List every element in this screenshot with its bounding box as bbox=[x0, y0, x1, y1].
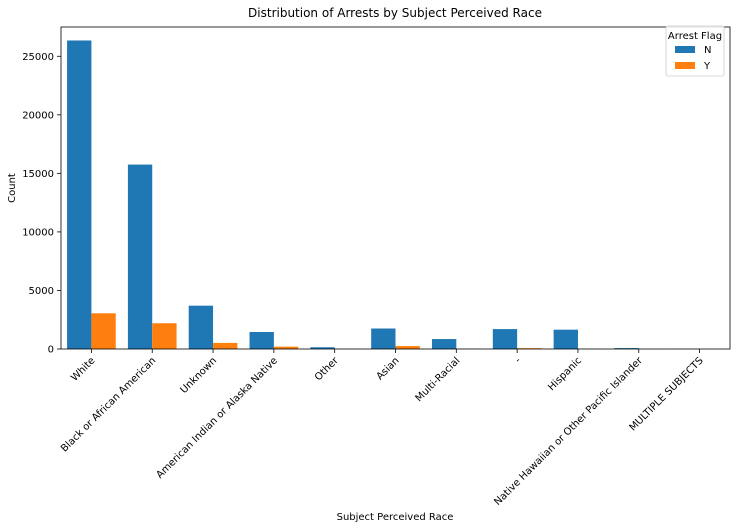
bar-N-5 bbox=[371, 328, 396, 349]
x-tick-label-6: Multi-Racial bbox=[414, 355, 463, 404]
x-tick-label-3: American Indian or Alaska Native bbox=[154, 355, 280, 481]
chart-title: Distribution of Arrests by Subject Perce… bbox=[248, 6, 542, 20]
x-tick-label-0: White bbox=[69, 355, 97, 383]
y-tick-label-3: 15000 bbox=[22, 169, 54, 180]
legend-label-N: N bbox=[704, 45, 711, 56]
y-axis-label: Count bbox=[7, 173, 18, 203]
x-tick-label-2: Unknown bbox=[179, 355, 220, 396]
bar-N-3 bbox=[249, 332, 274, 349]
bar-N-7 bbox=[492, 329, 518, 349]
legend-label-Y: Y bbox=[703, 61, 711, 72]
bar-N-4 bbox=[310, 347, 335, 349]
bar-Y-0 bbox=[91, 313, 116, 349]
x-axis-label: Subject Perceived Race bbox=[337, 512, 454, 523]
x-tick-label-4: Other bbox=[313, 355, 341, 383]
bar-Y-5 bbox=[395, 346, 420, 349]
x-tick-label-7: - bbox=[513, 355, 524, 366]
x-tick-label-5: Asian bbox=[375, 355, 402, 382]
bar-Y-1 bbox=[152, 323, 177, 349]
bar-N-0 bbox=[67, 40, 92, 349]
bar-Y-7 bbox=[517, 348, 542, 349]
plot-frame bbox=[60, 26, 731, 350]
bar-N-1 bbox=[127, 164, 153, 349]
legend-swatch-Y bbox=[675, 62, 695, 69]
y-tick-label-0: 0 bbox=[48, 345, 54, 356]
bar-N-8 bbox=[553, 329, 578, 349]
legend-swatch-N bbox=[675, 46, 695, 53]
bar-N-9 bbox=[614, 348, 639, 349]
bar-Y-3 bbox=[273, 346, 299, 349]
bar-Y-2 bbox=[213, 342, 238, 349]
legend-title: Arrest Flag bbox=[668, 31, 722, 42]
y-axis-ticks: 0 5000 10000 15000 20000 25000 bbox=[22, 52, 61, 356]
legend: Arrest Flag NY bbox=[665, 25, 725, 77]
y-tick-label-5: 25000 bbox=[22, 52, 54, 63]
y-tick-label-1: 5000 bbox=[29, 286, 54, 297]
bar-N-6 bbox=[431, 339, 457, 349]
plot-border bbox=[60, 26, 731, 350]
bar-group bbox=[67, 40, 724, 349]
x-tick-label-8: Hispanic bbox=[546, 355, 584, 393]
y-tick-label-4: 20000 bbox=[22, 110, 54, 121]
bar-N-2 bbox=[188, 305, 214, 349]
y-tick-label-2: 10000 bbox=[22, 227, 54, 238]
